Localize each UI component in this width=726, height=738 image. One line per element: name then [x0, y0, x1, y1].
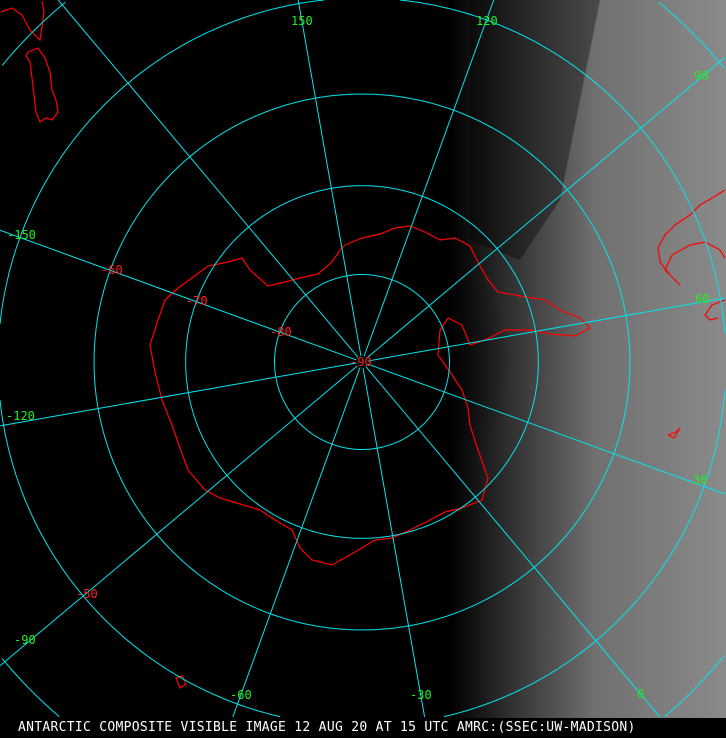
latitude-circle	[274, 274, 450, 450]
longitude-line	[0, 362, 357, 427]
lon-label-30: 30	[693, 473, 707, 487]
longitude-line	[367, 297, 726, 362]
latitude-circle	[399, 0, 726, 334]
longitude-line	[57, 0, 359, 358]
lon-label-minus-90: -90	[14, 633, 36, 647]
lat-label-minus-70: -70	[186, 294, 208, 308]
south-america-coastline	[657, 189, 726, 286]
longitude-line	[366, 57, 726, 359]
new-zealand-south	[25, 47, 59, 123]
latitude-circle	[658, 1, 725, 69]
latitude-circle	[185, 185, 539, 539]
lon-label-120: 120	[476, 14, 498, 28]
longitude-line	[362, 367, 426, 718]
latitude-circle	[93, 93, 631, 631]
new-zealand-north	[0, 0, 45, 42]
latitude-circle	[1, 658, 60, 717]
lon-label-minus-150: -150	[7, 228, 36, 242]
graticule	[0, 0, 726, 718]
antarctica-coastline	[149, 225, 591, 566]
lon-label-minus-60: -60	[230, 688, 252, 702]
latitude-circle	[0, 399, 281, 718]
latitude-circle	[0, 0, 325, 325]
lon-label-minus-30: -30	[410, 688, 432, 702]
longitude-line	[365, 366, 661, 718]
lat-label-minus-50: -50	[76, 587, 98, 601]
longitude-line	[0, 365, 358, 667]
lon-label-0: 0	[637, 687, 644, 701]
longitude-line	[367, 363, 726, 495]
lat-label-minus-80: -80	[270, 325, 292, 339]
lon-label-60: 60	[695, 292, 709, 306]
latitude-circle	[1, 1, 66, 66]
longitude-line	[232, 367, 361, 718]
longitude-line	[363, 0, 495, 357]
lat-label-minus-60: -60	[101, 263, 123, 277]
image-caption: ANTARCTIC COMPOSITE VISIBLE IMAGE 12 AUG…	[0, 718, 726, 738]
lon-label-90: 90	[694, 69, 708, 83]
island	[667, 427, 681, 439]
longitude-line	[0, 229, 357, 361]
longitude-line	[297, 0, 362, 357]
latitude-circle	[664, 655, 725, 717]
lat-label-minus-90: -90	[350, 355, 372, 369]
latitude-circle	[443, 390, 726, 718]
south-america-coastline-2	[704, 299, 726, 321]
lon-label-150: 150	[291, 14, 313, 28]
lon-label-minus-120: -120	[6, 409, 35, 423]
grid-labels: 150 120 90 60 30 0 -30 -60 -90 -120 -150…	[6, 14, 709, 702]
